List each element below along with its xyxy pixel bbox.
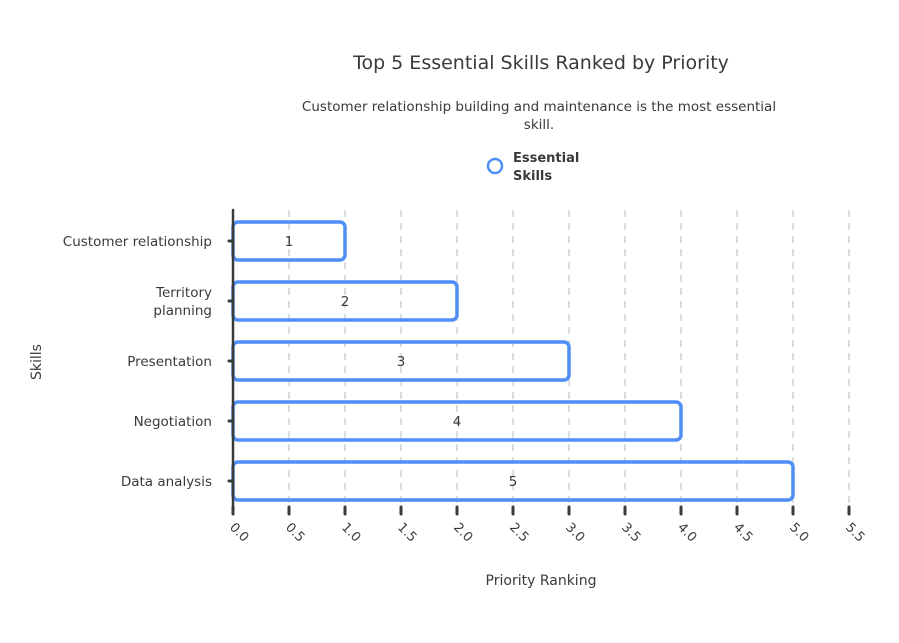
bar-value-label: 4: [453, 414, 462, 430]
y-tick-label: Negotiation: [134, 414, 212, 430]
y-tick-label: Presentation: [127, 354, 212, 370]
y-tick-label: Customer relationship: [63, 234, 212, 250]
y-tick-label: planning: [153, 303, 212, 319]
x-tick-label: 0.0: [226, 520, 251, 545]
bar-value-label: 5: [509, 474, 518, 490]
y-axis: Customer relationship Territory planning Pr…: [63, 208, 235, 513]
legend-label-line-1: Essential: [513, 151, 579, 166]
chart-subtitle-line-1: Customer relationship building and maint…: [302, 99, 776, 115]
legend-label-line-2: Skills: [513, 169, 552, 184]
x-axis: 0.0 0.5 1.0 1.5 2.0 2.5 3.0 3.5 4.0 4.5 5.0 5.5: [226, 505, 867, 545]
x-tick-label: 5.5: [842, 520, 867, 545]
y-axis-label: Skills: [29, 344, 45, 380]
x-tick-label: 2.0: [450, 520, 475, 545]
legend[interactable]: Essential Skills: [486, 151, 579, 184]
bar-value-label: 3: [397, 354, 406, 370]
x-tick-label: 3.5: [618, 520, 643, 545]
x-tick-label: 5.0: [786, 520, 811, 545]
chart-title: Top 5 Essential Skills Ranked by Priorit…: [352, 52, 729, 74]
x-tick-label: 1.0: [338, 520, 363, 545]
y-tick-label: Data analysis: [121, 474, 212, 490]
x-axis-label: Priority Ranking: [486, 573, 597, 589]
bar-value-label: 2: [341, 294, 350, 310]
x-tick-label: 4.0: [674, 520, 699, 545]
x-tick-label: 1.5: [394, 520, 419, 545]
x-tick-label: 4.5: [730, 520, 755, 545]
x-tick-label: 3.0: [562, 520, 587, 545]
bar-value-label: 1: [285, 234, 294, 250]
y-tick-label: Territory: [155, 285, 212, 301]
x-tick-label: 0.5: [282, 520, 307, 545]
x-tick-label: 2.5: [506, 520, 531, 545]
legend-marker: [486, 157, 504, 175]
chart-subtitle-line-2: skill.: [524, 117, 554, 133]
